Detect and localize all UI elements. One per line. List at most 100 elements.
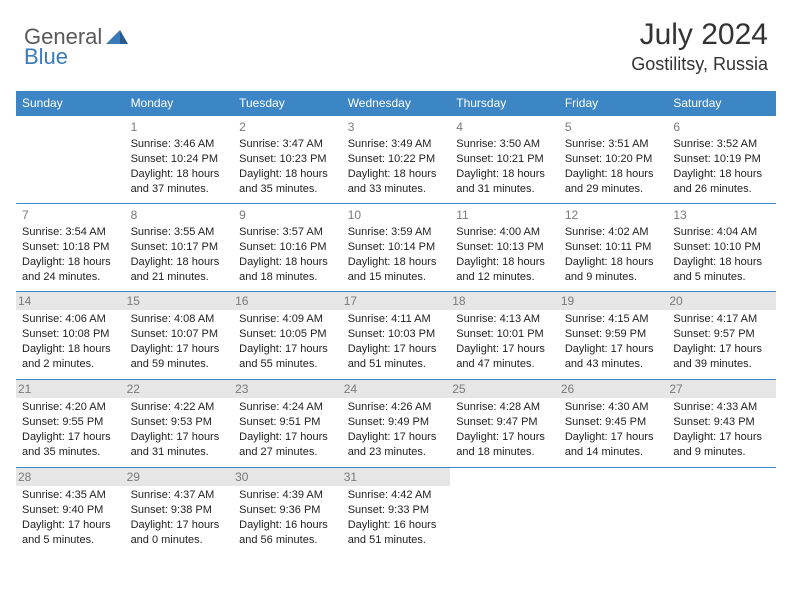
day-number: 17 [342, 292, 451, 310]
calendar-week-row: 28 Sunrise: 4:35 AMSunset: 9:40 PMDayligh… [16, 468, 776, 556]
calendar-day-cell: 28 Sunrise: 4:35 AMSunset: 9:40 PMDayligh… [16, 468, 125, 556]
weekday-header: Thursday [450, 91, 559, 116]
day-info: Sunrise: 4:33 AMSunset: 9:43 PMDaylight:… [673, 400, 770, 459]
calendar-week-row: 1 Sunrise: 3:46 AMSunset: 10:24 PMDayligh… [16, 116, 776, 204]
day-info: Sunrise: 4:08 AMSunset: 10:07 PMDaylight… [131, 312, 228, 371]
calendar-day-cell: 12 Sunrise: 4:02 AMSunset: 10:11 PMDaylig… [559, 204, 668, 292]
calendar-week-row: 14 Sunrise: 4:06 AMSunset: 10:08 PMDaylig… [16, 292, 776, 380]
calendar-day-cell: 23 Sunrise: 4:24 AMSunset: 9:51 PMDayligh… [233, 380, 342, 468]
day-info: Sunrise: 4:30 AMSunset: 9:45 PMDaylight:… [565, 400, 662, 459]
calendar-day-cell: 27Sunrise: 4:33 AMSunset: 9:43 PMDayligh… [667, 380, 776, 468]
calendar-day-cell: 2Sunrise: 3:47 AMSunset: 10:23 PMDayligh… [233, 116, 342, 204]
day-number: 28 [16, 468, 125, 486]
day-number: 4 [456, 119, 553, 135]
day-info: Sunrise: 4:35 AMSunset: 9:40 PMDaylight:… [22, 488, 119, 547]
day-info: Sunrise: 4:24 AMSunset: 9:51 PMDaylight:… [239, 400, 336, 459]
calendar-day-cell: 11 Sunrise: 4:00 AMSunset: 10:13 PMDaylig… [450, 204, 559, 292]
day-info: Sunrise: 4:02 AMSunset: 10:11 PMDaylight… [565, 225, 662, 284]
month-title: July 2024 [631, 18, 768, 52]
day-number: 21 [16, 380, 125, 398]
day-number: 19 [559, 292, 668, 310]
calendar-day-cell: 21 Sunrise: 4:20 AMSunset: 9:55 PMDayligh… [16, 380, 125, 468]
calendar-day-cell: 25Sunrise: 4:28 AMSunset: 9:47 PMDayligh… [450, 380, 559, 468]
day-info: Sunrise: 4:04 AMSunset: 10:10 PMDaylight… [673, 225, 770, 284]
weekday-header: Friday [559, 91, 668, 116]
day-number: 20 [667, 292, 776, 310]
day-number: 2 [239, 119, 336, 135]
calendar-day-cell: 30 Sunrise: 4:39 AMSunset: 9:36 PMDayligh… [233, 468, 342, 556]
day-info: Sunrise: 4:37 AMSunset: 9:38 PMDaylight:… [131, 488, 228, 547]
calendar-day-cell: 3 Sunrise: 3:49 AMSunset: 10:22 PMDayligh… [342, 116, 451, 204]
calendar-day-cell: 6Sunrise: 3:52 AMSunset: 10:19 PMDayligh… [667, 116, 776, 204]
day-info: Sunrise: 4:15 AMSunset: 9:59 PMDaylight:… [565, 312, 662, 371]
day-number: 9 [239, 207, 336, 223]
day-number: 30 [233, 468, 342, 486]
weekday-header: Tuesday [233, 91, 342, 116]
calendar-day-cell: 1 Sunrise: 3:46 AMSunset: 10:24 PMDayligh… [125, 116, 234, 204]
day-info: Sunrise: 3:52 AMSunset: 10:19 PMDaylight… [673, 137, 770, 196]
day-number: 7 [22, 207, 119, 223]
day-number: 15 [125, 292, 234, 310]
day-info: Sunrise: 4:22 AMSunset: 9:53 PMDaylight:… [131, 400, 228, 459]
day-info: Sunrise: 3:51 AMSunset: 10:20 PMDaylight… [565, 137, 662, 196]
calendar-day-cell: 26 Sunrise: 4:30 AMSunset: 9:45 PMDayligh… [559, 380, 668, 468]
day-info: Sunrise: 3:46 AMSunset: 10:24 PMDaylight… [131, 137, 228, 196]
day-number: 16 [233, 292, 342, 310]
calendar-day-cell [450, 468, 559, 556]
weekday-header: Monday [125, 91, 234, 116]
calendar-day-cell: 24 Sunrise: 4:26 AMSunset: 9:49 PMDayligh… [342, 380, 451, 468]
calendar-day-cell: 16Sunrise: 4:09 AMSunset: 10:05 PMDaylig… [233, 292, 342, 380]
calendar-day-cell: 31 Sunrise: 4:42 AMSunset: 9:33 PMDayligh… [342, 468, 451, 556]
weekday-header: Saturday [667, 91, 776, 116]
calendar-day-cell: 4 Sunrise: 3:50 AMSunset: 10:21 PMDayligh… [450, 116, 559, 204]
weekday-header: Wednesday [342, 91, 451, 116]
day-info: Sunrise: 3:49 AMSunset: 10:22 PMDaylight… [348, 137, 445, 196]
calendar-day-cell: 14 Sunrise: 4:06 AMSunset: 10:08 PMDaylig… [16, 292, 125, 380]
day-info: Sunrise: 3:57 AMSunset: 10:16 PMDaylight… [239, 225, 336, 284]
day-info: Sunrise: 4:20 AMSunset: 9:55 PMDaylight:… [22, 400, 119, 459]
day-number: 22 [125, 380, 234, 398]
calendar-day-cell: 15 Sunrise: 4:08 AMSunset: 10:07 PMDaylig… [125, 292, 234, 380]
day-number: 26 [559, 380, 668, 398]
calendar-week-row: 21 Sunrise: 4:20 AMSunset: 9:55 PMDayligh… [16, 380, 776, 468]
day-number: 1 [131, 119, 228, 135]
logo-triangle-icon [106, 26, 128, 49]
calendar-day-cell: 10 Sunrise: 3:59 AMSunset: 10:14 PMDaylig… [342, 204, 451, 292]
day-number: 29 [125, 468, 234, 486]
day-number: 5 [565, 119, 662, 135]
day-number: 10 [348, 207, 445, 223]
day-number: 12 [565, 207, 662, 223]
calendar-day-cell: 20 Sunrise: 4:17 AMSunset: 9:57 PMDayligh… [667, 292, 776, 380]
calendar-day-cell: 5 Sunrise: 3:51 AMSunset: 10:20 PMDayligh… [559, 116, 668, 204]
day-info: Sunrise: 4:17 AMSunset: 9:57 PMDaylight:… [673, 312, 770, 371]
title-block: July 2024 Gostilitsy, Russia [631, 18, 768, 75]
logo-text-blue: Blue [24, 44, 68, 69]
calendar-day-cell: 19 Sunrise: 4:15 AMSunset: 9:59 PMDayligh… [559, 292, 668, 380]
day-number: 11 [456, 207, 553, 223]
location-label: Gostilitsy, Russia [631, 54, 768, 75]
day-number: 31 [342, 468, 451, 486]
day-info: Sunrise: 4:26 AMSunset: 9:49 PMDaylight:… [348, 400, 445, 459]
day-info: Sunrise: 4:00 AMSunset: 10:13 PMDaylight… [456, 225, 553, 284]
weekday-header: Sunday [16, 91, 125, 116]
calendar-day-cell: 8Sunrise: 3:55 AMSunset: 10:17 PMDayligh… [125, 204, 234, 292]
day-number: 14 [16, 292, 125, 310]
day-info: Sunrise: 4:11 AMSunset: 10:03 PMDaylight… [348, 312, 445, 371]
calendar-header-row: SundayMondayTuesdayWednesdayThursdayFrid… [16, 91, 776, 116]
calendar-day-cell: 13 Sunrise: 4:04 AMSunset: 10:10 PMDaylig… [667, 204, 776, 292]
day-number: 25 [450, 380, 559, 398]
day-number: 24 [342, 380, 451, 398]
day-number: 18 [450, 292, 559, 310]
day-info: Sunrise: 3:50 AMSunset: 10:21 PMDaylight… [456, 137, 553, 196]
day-info: Sunrise: 4:42 AMSunset: 9:33 PMDaylight:… [348, 488, 445, 547]
calendar-table: SundayMondayTuesdayWednesdayThursdayFrid… [16, 91, 776, 556]
day-info: Sunrise: 4:06 AMSunset: 10:08 PMDaylight… [22, 312, 119, 371]
day-info: Sunrise: 4:39 AMSunset: 9:36 PMDaylight:… [239, 488, 336, 547]
day-number: 3 [348, 119, 445, 135]
calendar-week-row: 7Sunrise: 3:54 AMSunset: 10:18 PMDayligh… [16, 204, 776, 292]
day-info: Sunrise: 3:59 AMSunset: 10:14 PMDaylight… [348, 225, 445, 284]
day-number: 13 [673, 207, 770, 223]
day-number: 23 [233, 380, 342, 398]
calendar-day-cell [667, 468, 776, 556]
calendar-day-cell: 29 Sunrise: 4:37 AMSunset: 9:38 PMDayligh… [125, 468, 234, 556]
